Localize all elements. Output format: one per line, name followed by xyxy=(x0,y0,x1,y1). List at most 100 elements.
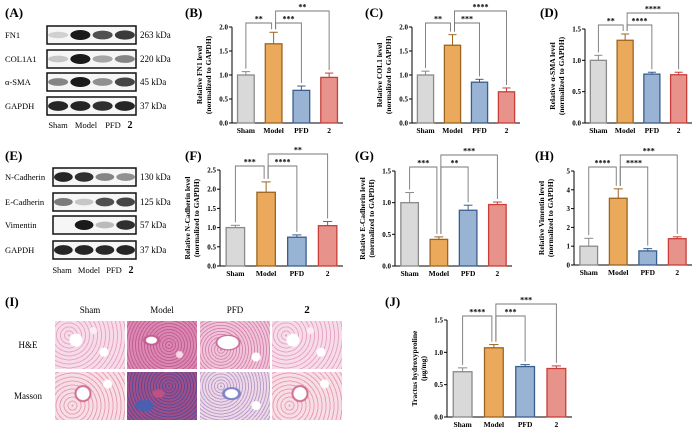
panel-label: (C) xyxy=(365,5,383,20)
x-tick-label: Model xyxy=(615,126,635,135)
bar-chart: (F) 0.0 0.5 1.0 1.5 2.0 2.5 Relative N-Cadherin… xyxy=(183,146,343,278)
panel-label: (D) xyxy=(540,5,558,20)
y-axis-label-line: Relative N-Cadherin level xyxy=(183,177,192,260)
blot-strip xyxy=(46,72,137,92)
x-tick-label: Sham xyxy=(416,126,435,135)
blot-band xyxy=(48,78,69,86)
protein-label: COL1A1 xyxy=(5,54,37,64)
protein-label: FN1 xyxy=(5,30,20,40)
y-tick-label: 1.5 xyxy=(572,26,581,34)
significance-bracket xyxy=(275,10,330,71)
significance-label: ** xyxy=(434,15,442,24)
blot-band xyxy=(48,101,69,111)
significance-label: *** xyxy=(643,147,655,156)
x-tick-label: 2 xyxy=(555,420,559,429)
significance-label: *** xyxy=(417,159,429,168)
blot-band xyxy=(70,54,91,64)
significance-bracket xyxy=(462,315,493,365)
y-tick-label: 2.0 xyxy=(399,24,408,32)
lane-label: Sham xyxy=(52,265,72,275)
blot-band xyxy=(116,245,135,255)
bar-model xyxy=(616,39,634,124)
significance-label: **** xyxy=(469,308,485,317)
bar-chart: (H) 0 1 2 3 4 5 Relative Vimentin level (normali… xyxy=(535,147,692,277)
y-axis-label-line: Relative Vimentin level xyxy=(537,181,546,255)
blot-band xyxy=(54,197,73,207)
y-axis-label: Tractus hydroxyproline (μg/mg) xyxy=(410,330,428,406)
bar-2 xyxy=(667,238,687,266)
y-axis-label-line: Relative COL1 level xyxy=(375,43,384,108)
blot-strip xyxy=(52,192,137,212)
bar-2 xyxy=(317,225,338,267)
panel-label: (J) xyxy=(385,294,400,309)
y-axis-label: Relative COL1 level (normalized to GAPDH) xyxy=(375,35,393,114)
blot-band xyxy=(92,30,113,40)
blot-strip xyxy=(46,25,137,45)
y-tick-label: 0.5 xyxy=(219,96,228,104)
histology-image xyxy=(55,372,125,420)
molecular-weight-label: 37 kDa xyxy=(140,245,166,255)
x-tick-label: PFD xyxy=(290,269,305,278)
x-tick-label: PFD xyxy=(645,126,660,135)
histology-row-label: H&E xyxy=(19,340,39,350)
bar-model xyxy=(483,347,504,418)
western-blot-panel: (A) FN1 263 kDa COL1A1 220 kDa α-SMA 45 kDa GAP… xyxy=(5,5,171,131)
bar-2 xyxy=(487,203,507,267)
y-tick-label: 0.5 xyxy=(207,243,216,251)
histology-image xyxy=(127,321,197,369)
blot-band xyxy=(92,78,113,86)
y-axis-label-line: (normalized to GAPDH) xyxy=(384,35,393,114)
blot-band xyxy=(74,245,94,255)
significance-bracket xyxy=(619,154,678,234)
x-tick-label: 2 xyxy=(326,269,330,278)
panel-label: (I) xyxy=(5,294,19,309)
y-tick-label: 2.5 xyxy=(207,167,216,175)
bar-chart: (J) 0.0 0.5 1.0 1.5 Tractus hydroxyproline (μg… xyxy=(385,294,572,429)
bar-chart: (G) 0.0 0.5 1.0 1.5 Relative E-Cadherin level… xyxy=(355,147,512,278)
blot-band xyxy=(114,30,135,40)
y-tick-label: 1.0 xyxy=(434,349,443,357)
significance-bracket xyxy=(626,12,680,70)
lane-label: PFD xyxy=(105,120,121,130)
significance-label: ** xyxy=(298,3,306,12)
x-tick-label: 2 xyxy=(327,126,331,135)
y-axis-label-line: Relative E-Cadherin level xyxy=(358,177,367,260)
panel-label: (G) xyxy=(355,148,374,163)
y-axis-label-line: Relative FN1 level xyxy=(195,46,204,104)
histology-image xyxy=(200,372,270,420)
bar-pfd xyxy=(470,81,489,124)
histology-column-label: Sham xyxy=(80,305,101,315)
y-axis-label-line: (normalized to GAPDH) xyxy=(546,178,555,257)
y-tick-label: 2 xyxy=(567,224,571,232)
histology-image xyxy=(55,321,125,369)
y-tick-label: 3 xyxy=(567,205,571,213)
western-blot-panel: (E) N-Cadherin 130 kDa E-Cadherin 125 kDa Vim… xyxy=(5,148,171,276)
significance-bracket xyxy=(234,165,265,223)
y-tick-label: 0.0 xyxy=(399,120,408,128)
significance-bracket xyxy=(454,10,507,85)
bar-sham xyxy=(452,371,473,418)
blot-strip xyxy=(46,96,137,116)
bar-model xyxy=(608,197,628,266)
significance-label: ** xyxy=(607,17,615,26)
significance-label: **** xyxy=(645,5,661,14)
y-tick-label: 1.0 xyxy=(207,224,216,232)
y-tick-label: 1.5 xyxy=(399,48,408,56)
blot-band xyxy=(95,221,115,229)
molecular-weight-label: 220 kDa xyxy=(140,54,171,64)
bar-sham xyxy=(579,245,599,266)
bar-pfd xyxy=(638,250,658,266)
panel-label: (E) xyxy=(5,148,22,163)
significance-label: **** xyxy=(595,159,611,168)
bar-sham xyxy=(400,202,420,267)
molecular-weight-label: 263 kDa xyxy=(140,30,171,40)
significance-label: *** xyxy=(461,15,473,24)
y-axis-label: Relative E-Cadherin level (normalized to … xyxy=(358,177,376,260)
y-tick-label: 4 xyxy=(567,186,571,194)
histology-image xyxy=(272,321,342,369)
histology-image xyxy=(127,372,197,420)
y-tick-label: 0.0 xyxy=(382,263,391,271)
significance-label: ** xyxy=(451,159,459,168)
blot-band xyxy=(95,245,115,255)
